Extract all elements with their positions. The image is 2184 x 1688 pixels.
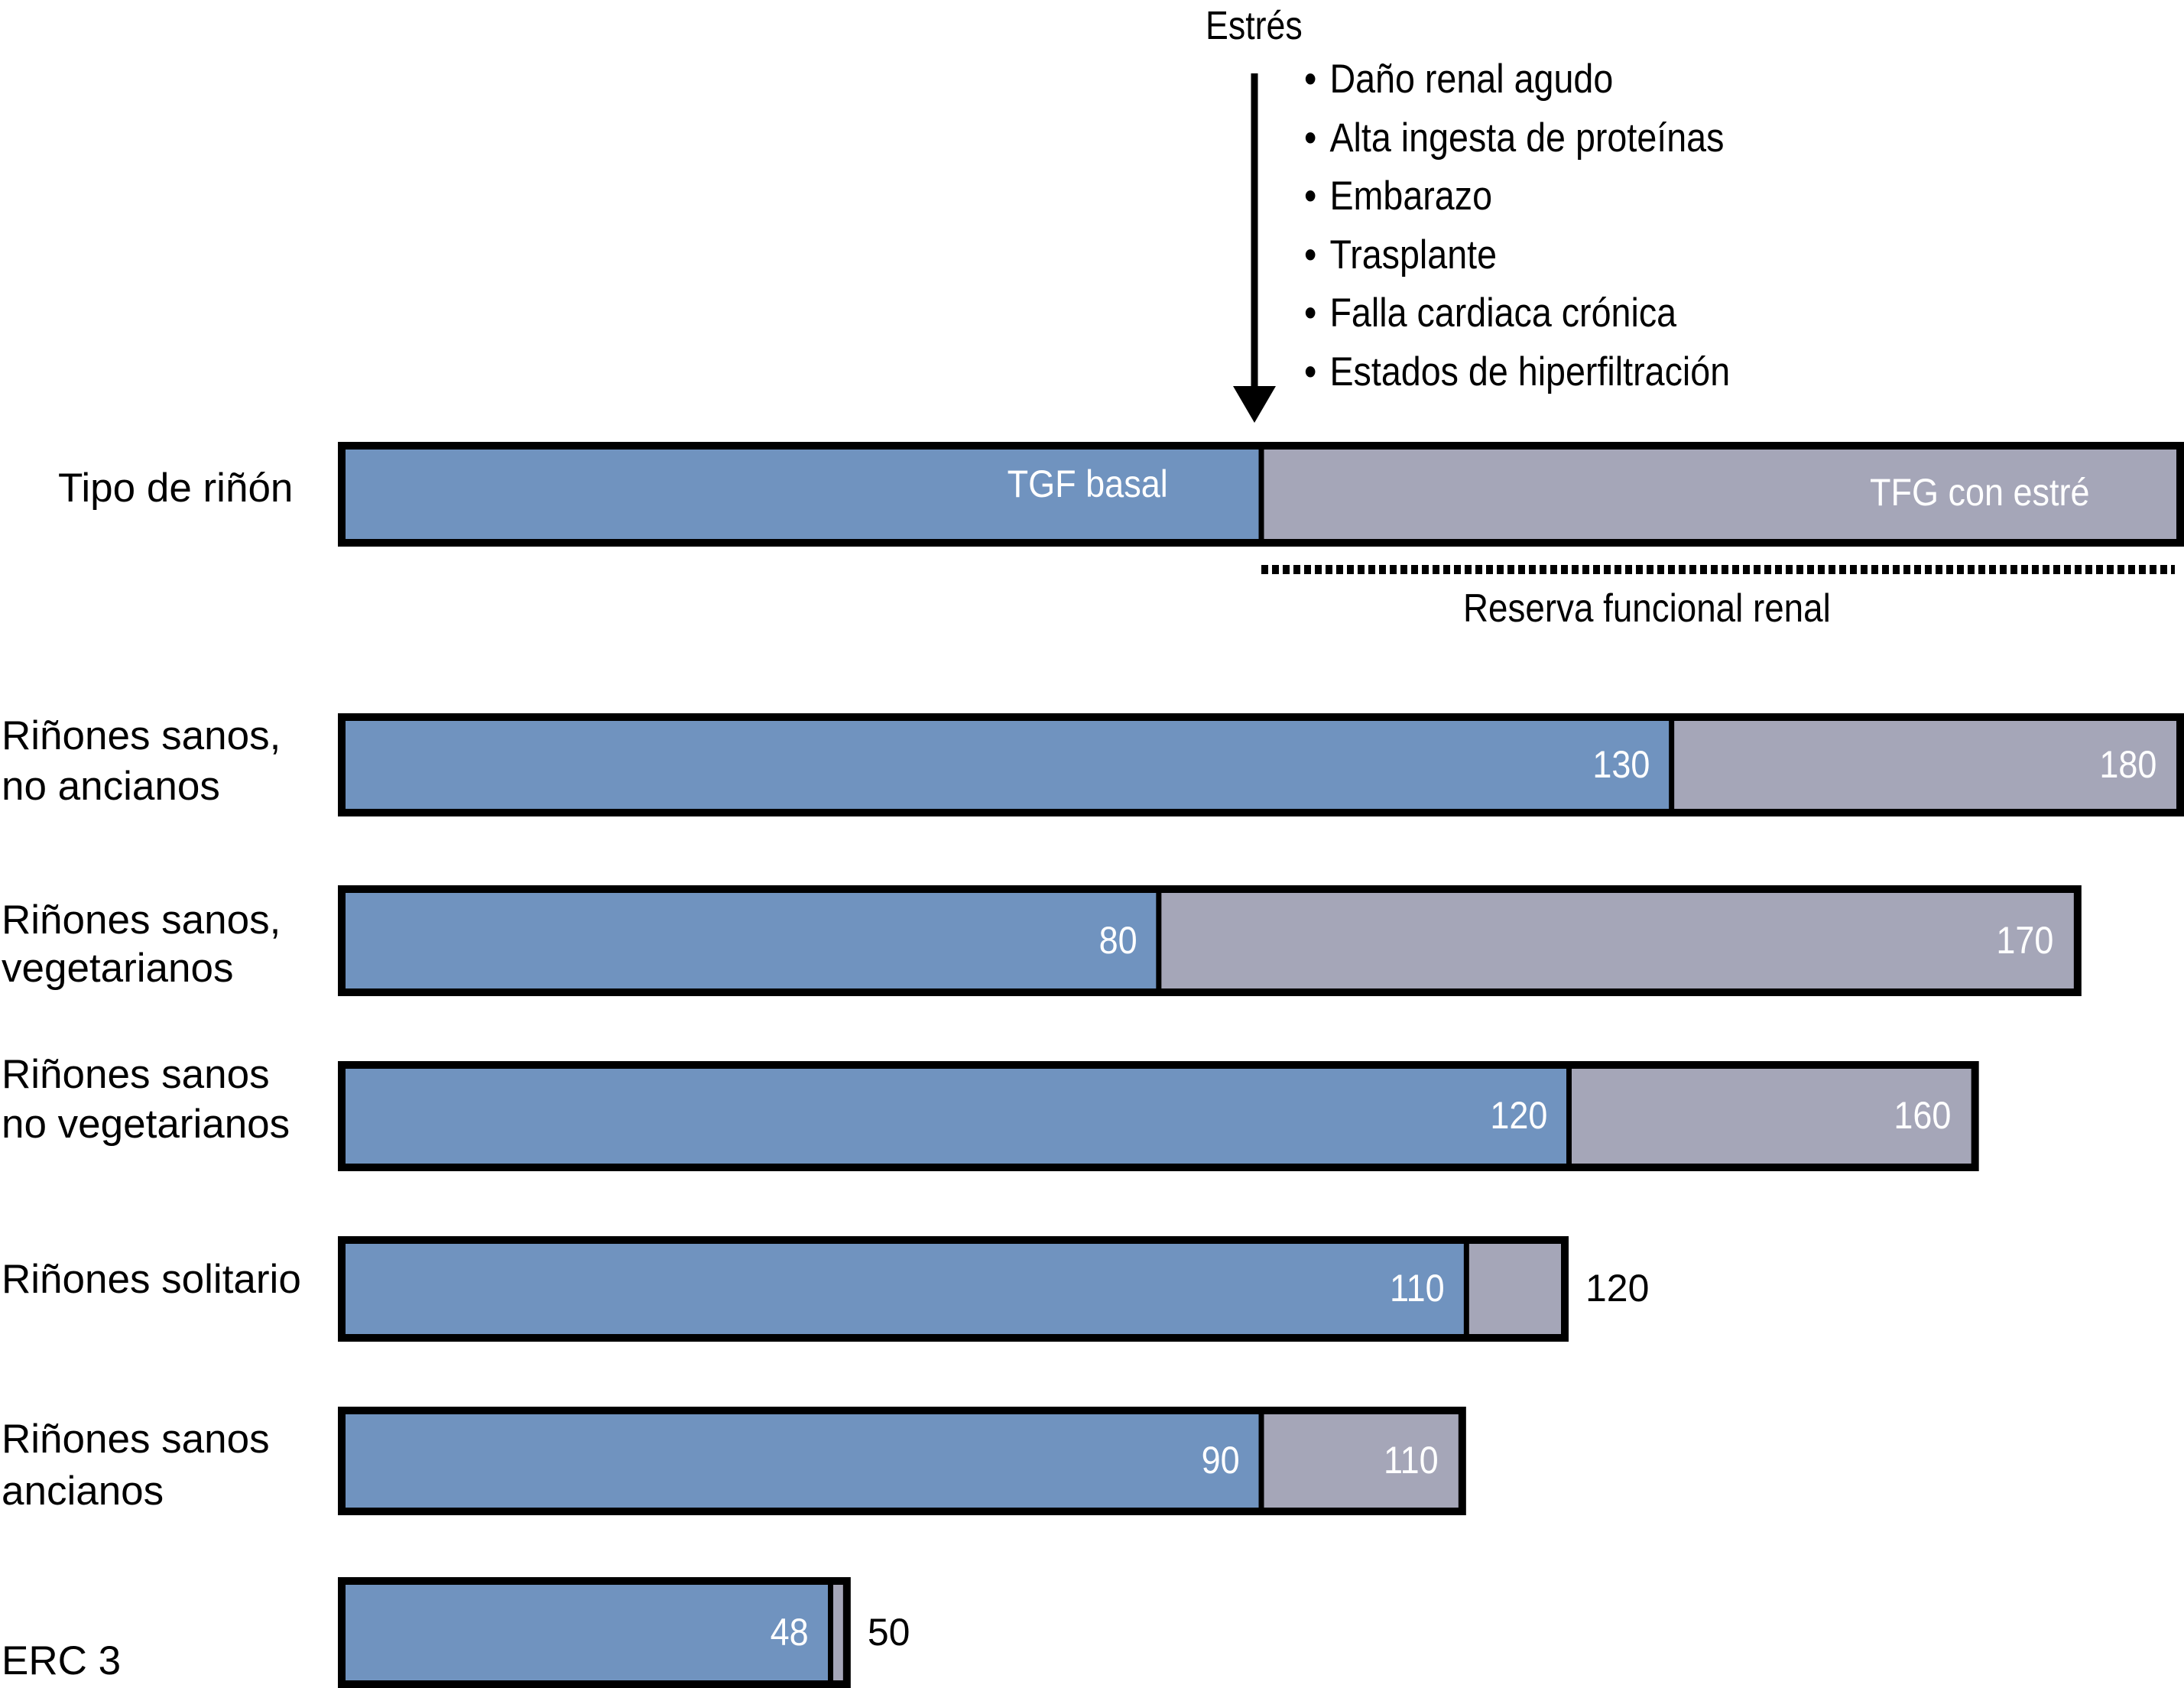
stress-item: • Falla cardiaca crónica: [1304, 284, 1730, 343]
category-label: no vegetarianos: [2, 1102, 290, 1147]
stress-title: Estrés: [1206, 4, 1303, 48]
category-label: Riñones sanos,: [2, 713, 281, 758]
stress-item-text: Embarazo: [1329, 174, 1493, 219]
bar-row: [338, 885, 2082, 996]
bar-stress-segment: [1161, 893, 2074, 988]
stress-item: • Estados de hiperfiltración: [1304, 343, 1730, 402]
bar-row: [338, 713, 2184, 816]
bar-row: [338, 1577, 851, 1688]
stress-value-label: 160: [1894, 1094, 1952, 1137]
bar-stress-segment: [833, 1585, 843, 1680]
stress-value-label: 170: [1996, 918, 2054, 962]
bar-row: [338, 1061, 1979, 1171]
category-label: Riñones sanos: [2, 1417, 270, 1462]
stress-list: • Daño renal agudo • Alta ingesta de proteí…: [1304, 50, 1788, 401]
category-label: Riñones solitario: [2, 1257, 301, 1302]
stress-item-text: Trasplante: [1329, 232, 1498, 278]
bullet-icon: •: [1304, 291, 1317, 336]
bullet-icon: •: [1304, 174, 1317, 219]
stress-arrow-icon: [1233, 73, 1276, 423]
stress-value-label: 180: [2098, 742, 2156, 786]
bar-basal-segment: [346, 721, 1670, 809]
stress-item: • Trasplante: [1304, 226, 1730, 285]
legend-bar-basal-segment: [346, 450, 1259, 539]
bar-stress-segment: [1264, 1414, 1459, 1508]
reserve-label: Reserva funcional renal: [1463, 586, 1831, 631]
bar-basal-segment: [346, 893, 1157, 988]
bars-group: [338, 713, 2184, 1688]
stress-value-label: 110: [1384, 1439, 1439, 1482]
category-label: no ancianos: [2, 764, 220, 809]
legend-entry-basal: TGF basal: [1007, 463, 1168, 505]
bullet-icon: •: [1304, 115, 1317, 161]
stress-item-text: Daño renal agudo: [1329, 57, 1614, 102]
basal-value-label: 130: [1592, 742, 1650, 786]
basal-value-label: 110: [1390, 1267, 1445, 1310]
bar-row: [338, 1236, 1569, 1342]
bar-row: [338, 1407, 1466, 1515]
stress-item-text: Alta ingesta de proteínas: [1329, 115, 1725, 161]
category-label: vegetarianos: [2, 946, 234, 991]
bar-basal-segment: [346, 1069, 1566, 1164]
bar-basal-segment: [346, 1414, 1259, 1508]
bar-basal-segment: [346, 1244, 1464, 1334]
basal-value-label: 120: [1489, 1094, 1547, 1137]
category-label: ERC 3: [2, 1638, 122, 1683]
stress-item-text: Falla cardiaca crónica: [1329, 291, 1677, 336]
stress-value-label: 120: [1585, 1267, 1650, 1310]
bullet-icon: •: [1304, 232, 1317, 278]
bar-basal-segment: [346, 1585, 828, 1680]
bar-stress-segment: [1674, 721, 2176, 809]
legend-bar-stress-segment: [1264, 450, 2176, 539]
stress-item: • Embarazo: [1304, 167, 1730, 226]
legend-row-label: Tipo de riñón: [58, 466, 294, 511]
bullet-icon: •: [1304, 349, 1317, 394]
legend-entry-stress: TFG con estré: [1869, 471, 2090, 514]
bar-stress-segment: [1468, 1244, 1561, 1334]
category-label: Riñones sanos: [2, 1052, 270, 1097]
category-label: Riñones sanos,: [2, 898, 281, 943]
basal-value-label: 90: [1201, 1439, 1240, 1482]
stress-item: • Daño renal agudo: [1304, 50, 1730, 109]
stress-item: • Alta ingesta de proteínas: [1304, 109, 1730, 168]
legend-bar: [338, 442, 2184, 547]
stress-value-label: 50: [867, 1610, 910, 1654]
stress-item-text: Estados de hiperfiltración: [1329, 349, 1731, 394]
bullet-icon: •: [1304, 57, 1317, 102]
category-label: ancianos: [2, 1469, 164, 1514]
basal-value-label: 48: [770, 1610, 809, 1654]
basal-value-label: 80: [1098, 918, 1137, 962]
bar-stress-segment: [1572, 1069, 1971, 1164]
